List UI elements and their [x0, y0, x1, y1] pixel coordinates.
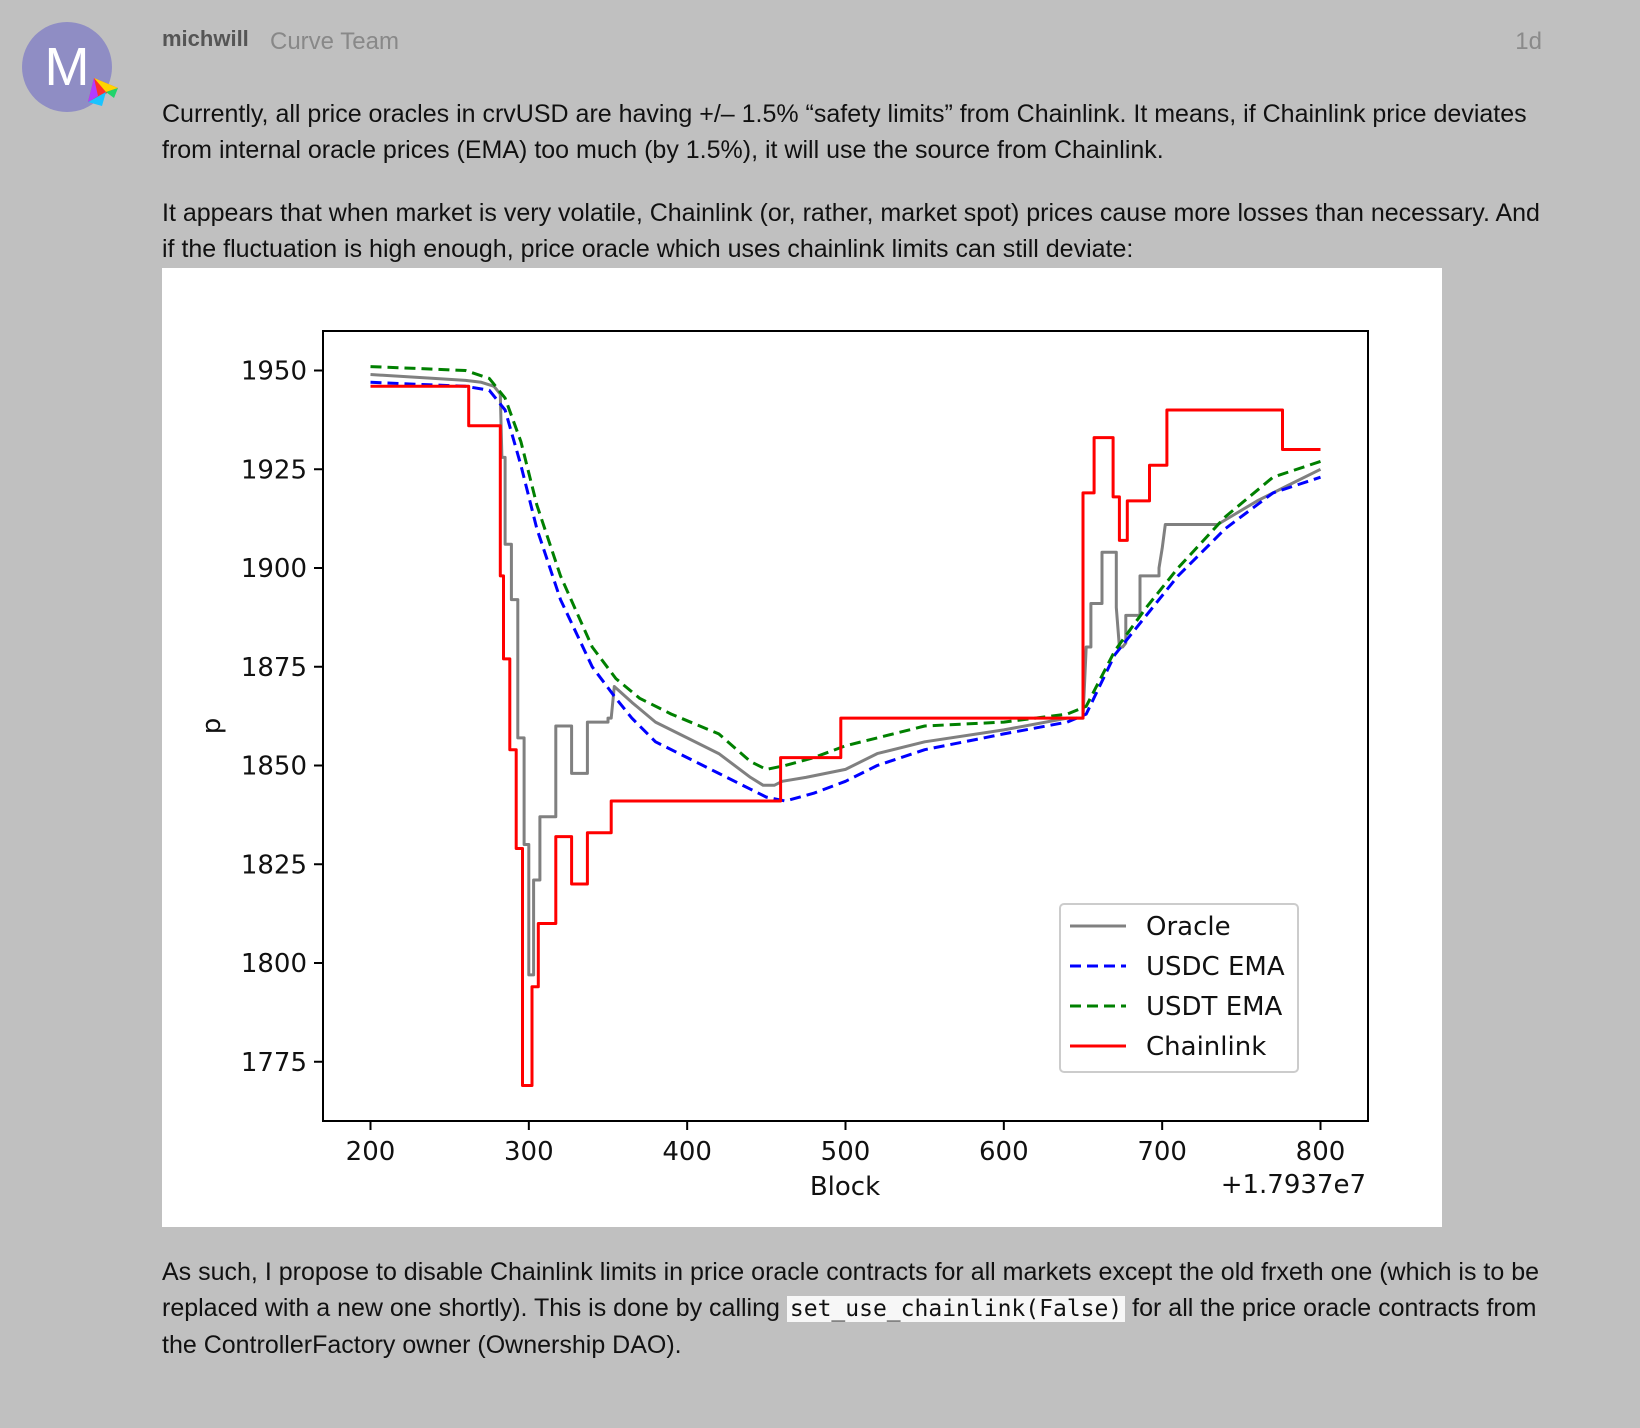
x-tick-label-600: 600 — [979, 1137, 1029, 1167]
post-paragraph-1: Currently, all price oracles in crvUSD a… — [162, 100, 1527, 164]
x-tick-label-700: 700 — [1137, 1137, 1187, 1167]
x-tick-label-200: 200 — [346, 1137, 396, 1167]
x-tick-label-400: 400 — [662, 1137, 712, 1167]
legend-label-usdt-ema: USDT EMA — [1146, 992, 1283, 1022]
post-paragraph-3: As such, I propose to disable Chainlink … — [162, 1254, 1552, 1363]
x-axis-offset-label: +1.7937e7 — [1221, 1170, 1366, 1200]
y-tick-label-1925: 1925 — [241, 455, 307, 485]
x-axis-label: Block — [810, 1172, 880, 1202]
post-date[interactable]: 1d — [1515, 28, 1542, 55]
series-line-usdt-ema — [370, 365, 1321, 771]
paragraph-3-text-before: As such, I propose to disable Chainlink … — [162, 1258, 1540, 1322]
y-axis-label: p — [197, 718, 227, 735]
post-paragraph-2: It appears that when market is very vola… — [162, 199, 1540, 263]
x-tick-label-500: 500 — [821, 1137, 871, 1167]
price-chart-image[interactable]: 200 300 400 500 600 700 800 1775 1800 1825 1850 18… — [162, 268, 1442, 1227]
x-tick-label-800: 800 — [1296, 1137, 1346, 1167]
avatar-letter: M — [44, 37, 90, 97]
user-title: Curve Team — [270, 28, 399, 55]
series-line-oracle — [370, 373, 1322, 977]
inline-code: set_use_chainlink(False) — [786, 1296, 1126, 1322]
y-tick-label-1875: 1875 — [241, 653, 307, 683]
price-chart: 200 300 400 500 600 700 800 1775 1800 1825 1850 18… — [197, 330, 1369, 1202]
chart-legend: Oracle USDC EMA USDT EMA Chainlink — [1059, 903, 1299, 1073]
username-link[interactable]: michwill — [162, 26, 249, 51]
legend-label-usdc-ema: USDC EMA — [1146, 952, 1285, 982]
legend-label-oracle: Oracle — [1146, 912, 1231, 942]
series-line-chainlink — [370, 384, 1321, 1087]
curve-logo-icon — [88, 78, 118, 106]
y-tick-label-1775: 1775 — [241, 1048, 307, 1078]
y-tick-label-1825: 1825 — [241, 850, 307, 880]
legend-box — [1059, 903, 1299, 1073]
legend-label-chainlink: Chainlink — [1146, 1032, 1266, 1062]
y-tick-label-1800: 1800 — [241, 949, 307, 979]
y-tick-label-1950: 1950 — [241, 357, 307, 387]
avatar[interactable]: M — [22, 22, 112, 112]
y-tick-label-1900: 1900 — [241, 554, 307, 584]
paragraph-3-text-after: for all the price oracle contracts from … — [162, 1294, 1537, 1359]
y-tick-label-1850: 1850 — [241, 752, 307, 782]
x-tick-label-300: 300 — [504, 1137, 554, 1167]
series-line-usdc-ema — [370, 380, 1321, 803]
